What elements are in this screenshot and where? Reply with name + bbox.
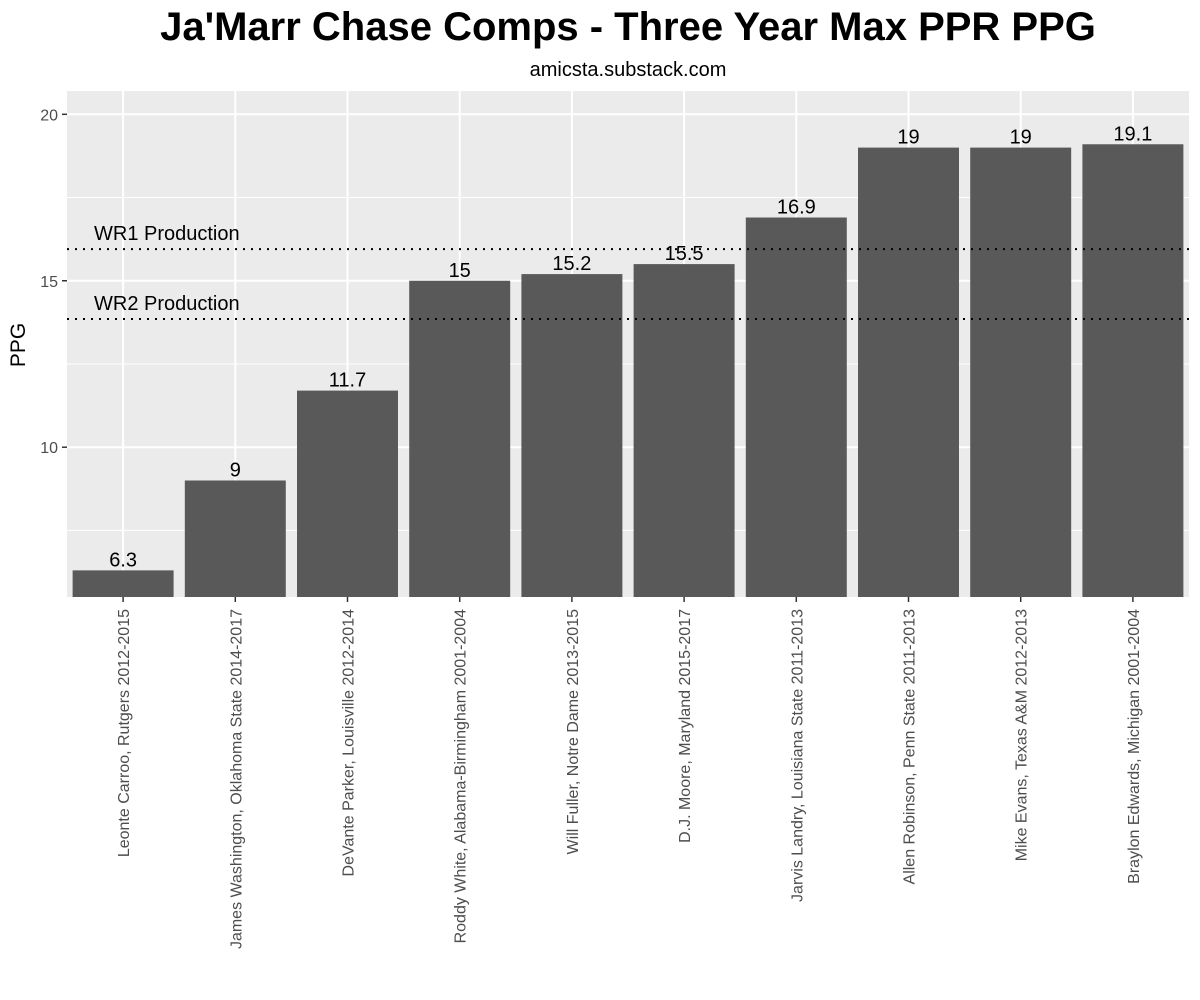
chart-title: Ja'Marr Chase Comps - Three Year Max PPR…	[160, 5, 1096, 49]
chart-subtitle: amicsta.substack.com	[530, 59, 727, 81]
y-tick-label: 15	[40, 274, 58, 291]
bar-value-label: 9	[230, 459, 241, 481]
x-tick-label: Will Fuller, Notre Dame 2013-2015	[565, 609, 582, 855]
x-tick-label: James Washington, Oklahoma State 2014-20…	[228, 609, 245, 949]
y-axis: 10 15 20	[40, 107, 67, 457]
bar	[970, 147, 1072, 597]
x-tick-label: Leonte Carroo, Rutgers 2012-2015	[116, 609, 133, 857]
bar-value-label: 15.2	[552, 253, 591, 275]
bar	[633, 264, 735, 597]
x-tick-label: Mike Evans, Texas A&M 2012-2013	[1014, 609, 1031, 861]
y-axis-label: PPG	[7, 323, 30, 367]
bar	[297, 390, 398, 597]
x-tick-label: Jarvis Landry, Louisiana State 2011-2013	[789, 609, 806, 902]
x-tick-label: Braylon Edwards, Michigan 2001-2004	[1126, 609, 1143, 884]
reference-line-label: WR1 Production	[94, 223, 240, 245]
reference-line-label: WR2 Production	[94, 293, 240, 315]
x-tick-label: D.J. Moore, Maryland 2015-2017	[677, 609, 694, 843]
bar	[858, 147, 959, 597]
bar-value-label: 19	[897, 127, 919, 149]
bar-value-label: 16.9	[777, 197, 816, 219]
bars-layer: 6.3 9 11.7 15 15.2 15.5 16.9 19 19 19.1	[72, 123, 1184, 597]
bar-value-label: 15	[449, 260, 471, 282]
bar-value-label: 19.1	[1113, 123, 1152, 145]
bar	[72, 570, 174, 597]
bar	[1082, 144, 1184, 597]
x-axis: Leonte Carroo, Rutgers 2012-2015 James Wa…	[116, 597, 1143, 949]
bar	[184, 480, 286, 597]
x-tick-label: Allen Robinson, Penn State 2011-2013	[902, 609, 919, 885]
bar-value-label: 15.5	[665, 243, 704, 265]
y-tick-label: 10	[40, 440, 58, 457]
bar-value-label: 6.3	[109, 549, 137, 571]
x-tick-label: Roddy White, Alabama-Birmingham 2001-200…	[453, 609, 470, 944]
x-tick-label: DeVante Parker, Louisville 2012-2014	[341, 609, 358, 877]
bar	[409, 280, 511, 597]
y-tick-label: 20	[40, 107, 58, 124]
bar	[521, 274, 623, 597]
bar	[745, 217, 847, 597]
bar-value-label: 19	[1010, 127, 1032, 149]
bar-value-label: 11.7	[329, 370, 366, 392]
reference-lines-layer: WR1 Production WR2 Production	[67, 223, 1189, 321]
